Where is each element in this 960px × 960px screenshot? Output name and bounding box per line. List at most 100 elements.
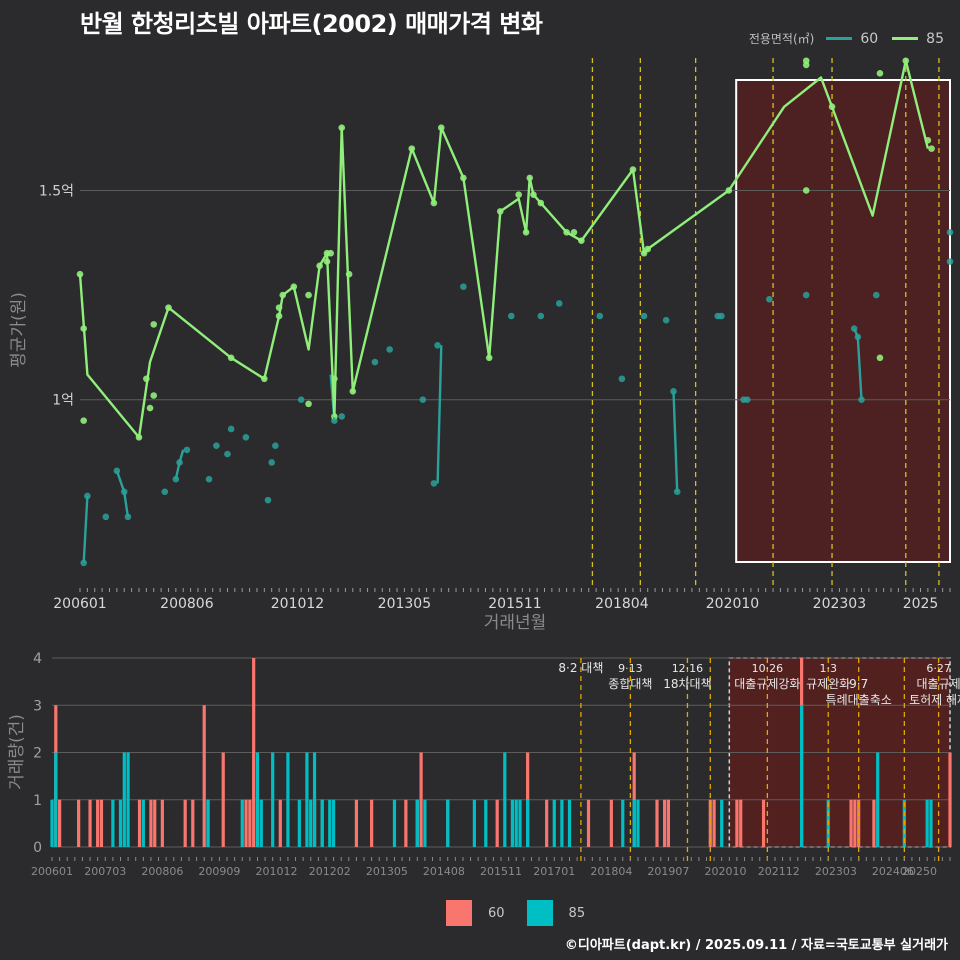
volume-bar-60 — [191, 799, 195, 847]
policy-annotation: 10·26 — [752, 662, 784, 675]
x-tick-label: 201012 — [271, 596, 324, 612]
legend-top-swatch-60 — [826, 37, 853, 40]
x-tick-label-bottom: 201012 — [256, 865, 298, 878]
point-60 — [161, 488, 169, 496]
policy-annotation: 6·27 — [926, 662, 951, 675]
volume-bar-60 — [586, 799, 591, 847]
volume-bar-85 — [320, 799, 324, 847]
y-tick-label: 1억 — [52, 393, 74, 409]
highlight-box-top — [735, 79, 952, 563]
volume-bar-85 — [621, 799, 625, 847]
volume-bar-85 — [312, 752, 317, 847]
volume-bar-85 — [632, 799, 636, 847]
policy-annotation: 1·3 — [819, 662, 837, 675]
point-85 — [150, 321, 158, 328]
policy-annotation: 특례대출축소 — [826, 693, 892, 707]
y-tick-label-bottom: 4 — [33, 651, 42, 667]
legend-bottom: 60 85 — [446, 900, 599, 926]
point-85 — [802, 61, 810, 69]
volume-bar-85 — [514, 799, 518, 847]
policy-annotation: 12·16 — [672, 662, 704, 675]
point-85 — [80, 417, 87, 424]
policy-annotation: 8·2 대책 — [558, 660, 603, 675]
legend-top-label-60: 60 — [860, 30, 879, 47]
y-tick-label-bottom: 1 — [33, 793, 42, 809]
x-tick-label-bottom: 201511 — [480, 865, 522, 878]
x-tick-label-bottom: 200806 — [141, 865, 183, 878]
point-60 — [537, 312, 545, 320]
point-60 — [640, 312, 648, 320]
x-tick-label-bottom: 201202 — [309, 865, 351, 878]
policy-annotation: 9·13 — [618, 662, 643, 675]
volume-bar-60 — [202, 705, 206, 847]
point-85 — [146, 404, 154, 412]
policy-annotation: 대출규제 — [916, 677, 960, 691]
x-tick-label-bottom: 201701 — [533, 865, 575, 878]
volume-bar-60 — [278, 799, 282, 847]
legend-bottom-label-85: 85 — [568, 905, 586, 921]
volume-bar-85 — [526, 799, 530, 847]
x-tick-label: 202303 — [813, 596, 866, 612]
volume-bar-85 — [636, 799, 640, 847]
point-60 — [872, 291, 880, 299]
volume-bar-60 — [248, 799, 252, 847]
series-line-60 — [115, 470, 130, 518]
volume-bar-60 — [160, 799, 164, 847]
point-60 — [419, 396, 427, 403]
volume-bar-60 — [404, 799, 408, 847]
volume-bar-85 — [328, 799, 332, 847]
point-85 — [802, 187, 810, 194]
volume-bar-60 — [739, 799, 743, 847]
volume-bar-85 — [206, 799, 210, 847]
volume-bar-85 — [423, 799, 427, 847]
volume-bar-85 — [503, 752, 507, 847]
volume-bar-85 — [929, 799, 933, 847]
volume-bar-85 — [259, 799, 263, 847]
volume-bar-60 — [77, 799, 81, 847]
policy-annotation: 규제완화 — [806, 677, 850, 691]
volume-bar-85 — [126, 752, 130, 847]
point-60 — [205, 475, 213, 483]
x-tick-label: 202010 — [706, 596, 759, 612]
volume-bar-60 — [99, 799, 104, 847]
x-tick-label-bottom: 200601 — [31, 865, 73, 878]
volume-bar-85 — [255, 752, 260, 847]
volume-bar-85 — [305, 752, 309, 847]
volume-bar-85 — [560, 799, 564, 847]
point-60 — [297, 396, 305, 403]
legend-top: 전용면적(㎡) 60 85 — [749, 30, 950, 47]
x-tick-label-bottom: 202010 — [705, 865, 747, 878]
volume-bar-60 — [495, 799, 499, 847]
volume-bar-60 — [244, 799, 248, 847]
x-tick-label: 200601 — [53, 596, 106, 612]
x-tick-label-bottom: 20250 — [902, 865, 937, 878]
volume-bar-60 — [183, 799, 187, 847]
volume-bar-85 — [446, 799, 450, 847]
y-tick-label-bottom: 2 — [33, 746, 42, 762]
volume-bar-60 — [137, 799, 142, 847]
point-60 — [766, 295, 773, 303]
x-tick-label: 2025 — [903, 596, 939, 612]
legend-top-label-85: 85 — [926, 30, 944, 47]
point-60 — [508, 312, 515, 320]
point-60 — [434, 341, 441, 349]
volume-bar-60 — [655, 799, 659, 847]
series-line-60 — [672, 391, 679, 492]
policy-annotation: 종합대책 — [608, 676, 652, 691]
policy-annotation: 대출규제강화 — [734, 677, 800, 691]
legend-bottom-swatch-60 — [446, 900, 472, 926]
volume-bar-60 — [609, 799, 613, 847]
volume-bar-85 — [392, 799, 397, 847]
volume-bar-85 — [271, 752, 275, 847]
point-60 — [213, 442, 220, 450]
point-60 — [618, 375, 626, 383]
policy-annotation: 18차대책 — [663, 676, 711, 691]
x-tick-label: 201511 — [488, 596, 541, 612]
point-85 — [515, 191, 522, 198]
point-60 — [946, 258, 954, 265]
policy-annotation: 9·7 — [849, 677, 868, 691]
volume-bar-85 — [54, 752, 58, 847]
legend-top-swatch-85 — [892, 37, 919, 40]
point-85 — [327, 249, 334, 257]
